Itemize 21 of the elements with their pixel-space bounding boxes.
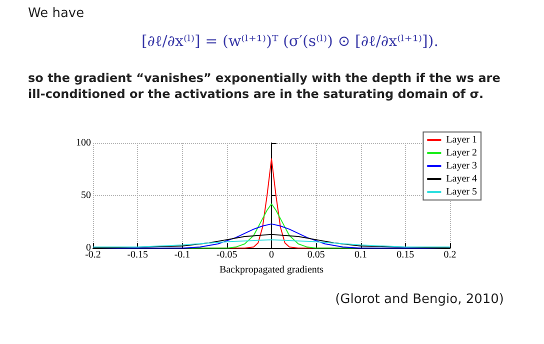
legend-label: Layer 3 — [446, 160, 478, 172]
text: (Glorot and Bengio, 2010) — [335, 292, 504, 307]
y-tick-label: 100 — [76, 138, 91, 148]
legend-label: Layer 4 — [446, 174, 478, 184]
legend-label: Layer 2 — [446, 148, 478, 158]
x-tick-label: 0.1 — [354, 250, 367, 261]
x-tick-label: 0.2 — [444, 250, 456, 261]
y-tick-label: 50 — [81, 190, 91, 202]
x-tick-label: -0.2 — [85, 250, 101, 261]
x-tick-label: 0 — [269, 250, 274, 261]
legend-label: Layer 1 — [446, 134, 478, 146]
text: so the gradient “vanishes” exponentially with the depth if the ws are ill-conditioned or the activations are in the saturating domain of σ. — [28, 70, 502, 102]
x-axis-title: Backpropagated gradients — [219, 264, 324, 276]
x-tick-label: -0.05 — [216, 250, 238, 261]
x-tick-label: 0.05 — [307, 250, 325, 261]
legend-label: Layer 5 — [446, 186, 478, 198]
text: We have — [28, 6, 84, 21]
x-tick-label: 0.15 — [396, 250, 414, 261]
x-tick-label: -0.15 — [127, 250, 148, 261]
text: [∂ℓ/∂x⁽ˡ⁾] = (w⁽ˡ⁺¹⁾)ᵀ (σ′(s⁽ˡ⁾) ⊙ [∂ℓ/∂x⁽ˡ⁺¹⁾]). — [140, 32, 440, 51]
x-tick-label: -0.1 — [174, 250, 190, 261]
